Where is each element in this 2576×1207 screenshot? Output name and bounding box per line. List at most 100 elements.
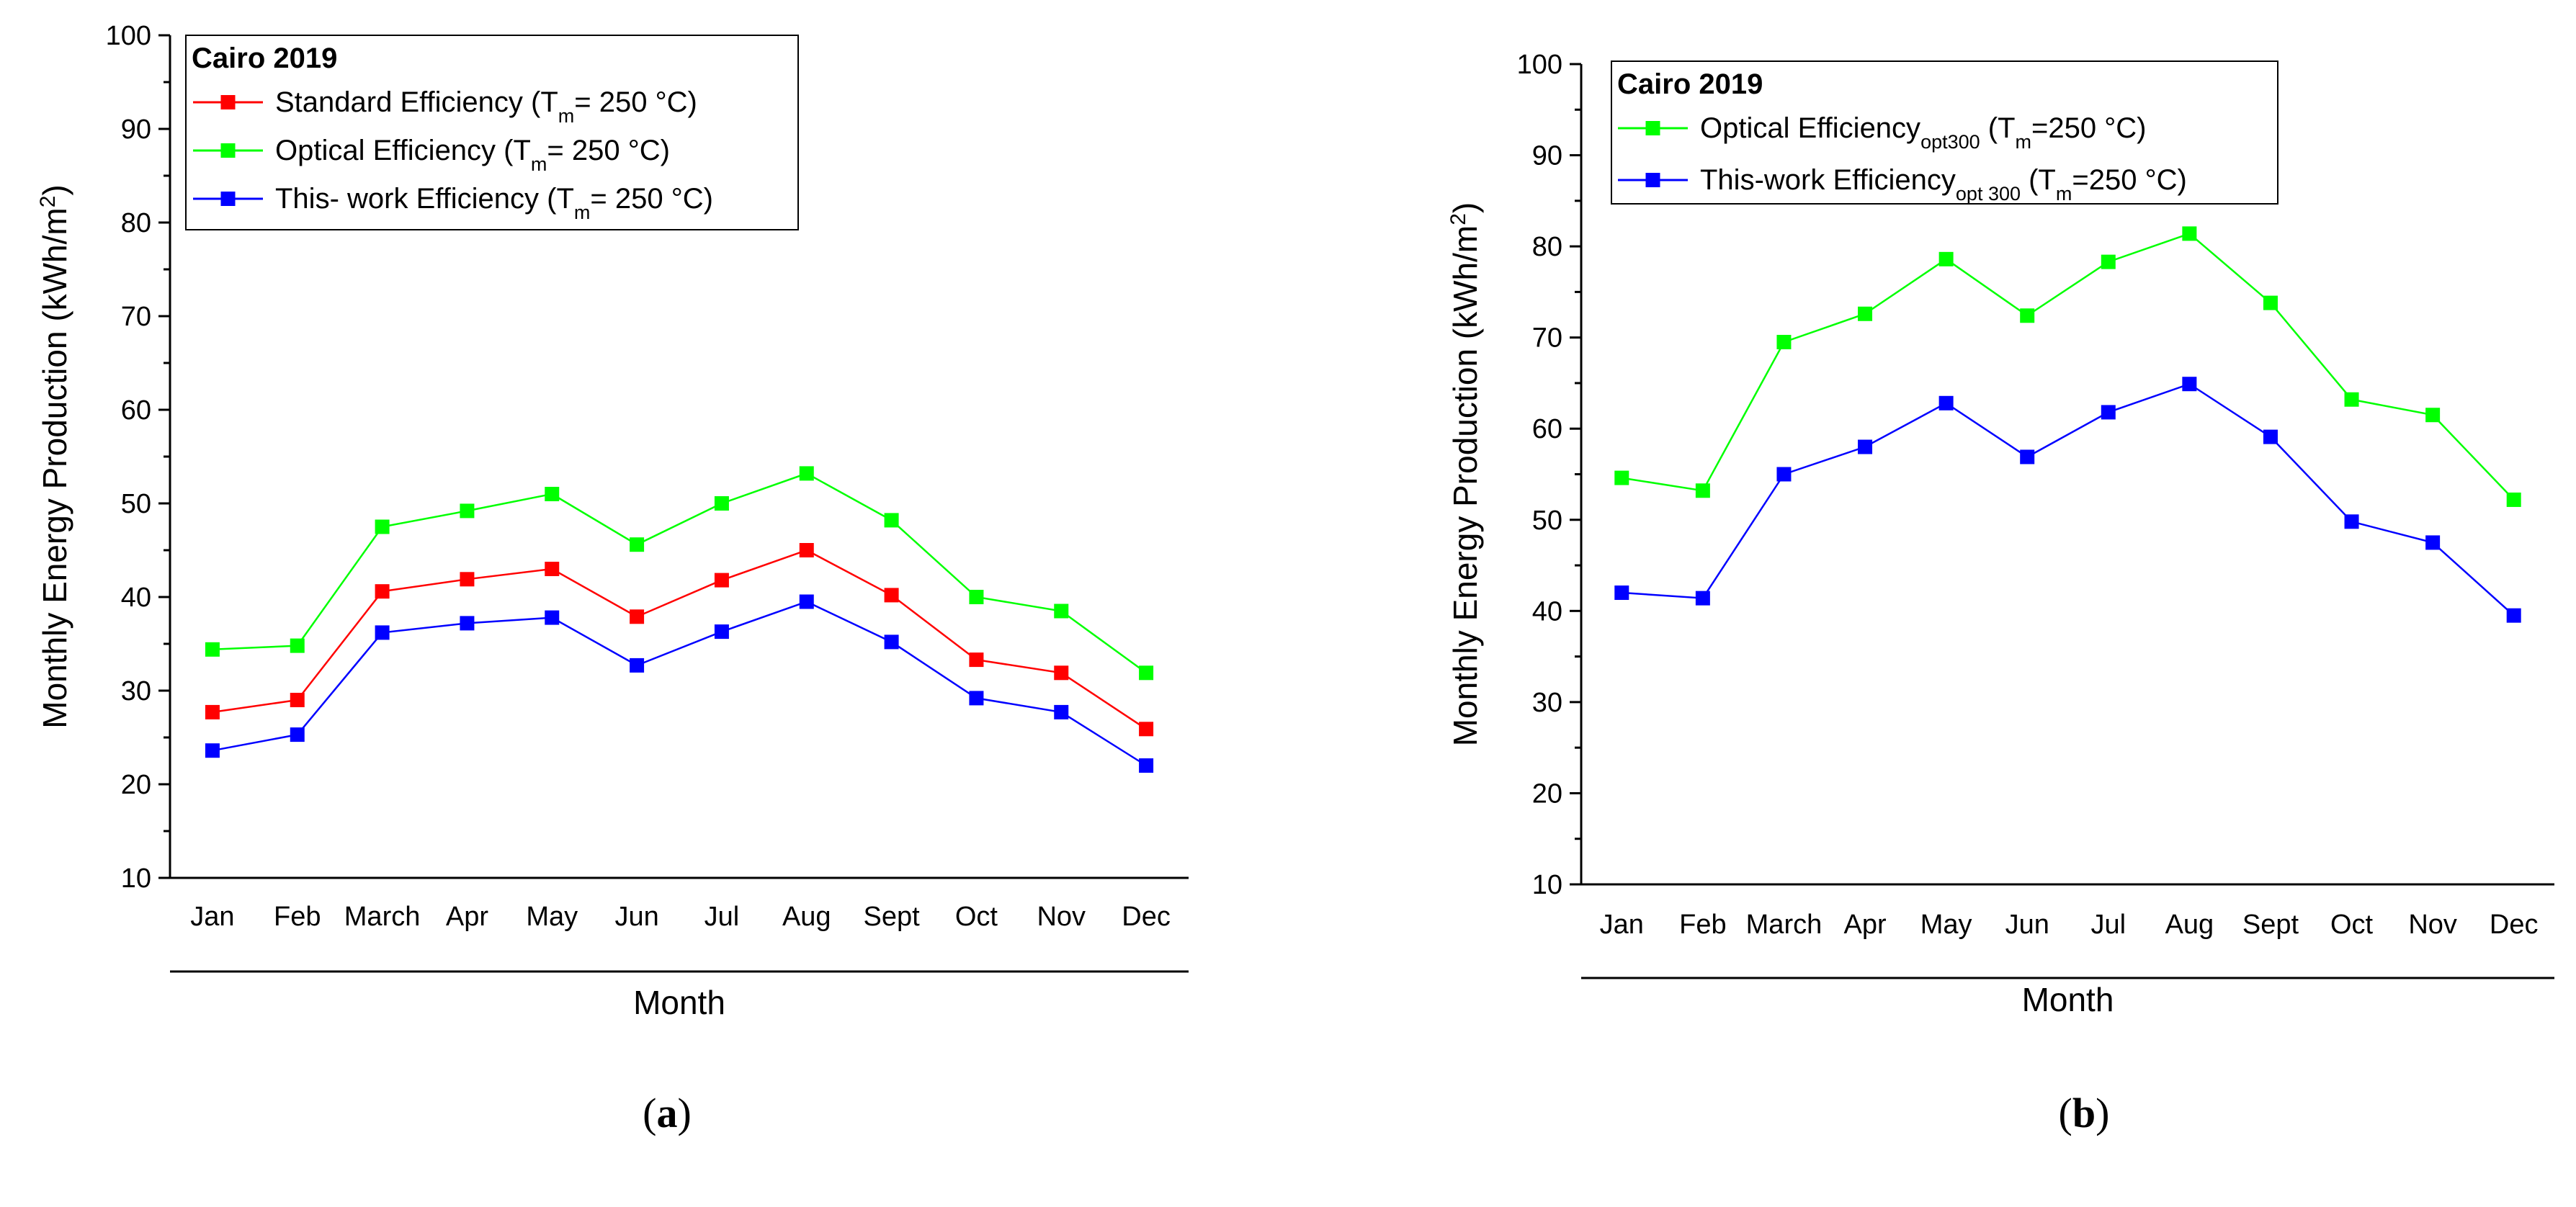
data-point	[1776, 467, 1792, 482]
data-point	[545, 610, 560, 625]
y-tick-label: 90	[121, 115, 151, 145]
chart-panel-a: 10 20 30 40 50 60 70 80 90 100 Jan Feb March Apr May Ju…	[36, 21, 1189, 1136]
legend-marker	[220, 143, 236, 158]
data-point	[714, 496, 729, 511]
data-point	[1858, 439, 1873, 454]
panel-caption: (b)	[2059, 1090, 2110, 1136]
data-point	[205, 642, 220, 657]
x-tick-label: March	[1746, 910, 1823, 940]
legend-box	[185, 35, 799, 230]
data-point	[1695, 591, 1710, 606]
y-tick-label: 60	[1532, 414, 1562, 444]
legend-label: Optical Efficiencyopt300 (Tm=250 °C)	[1700, 112, 2146, 153]
legend-marker	[220, 95, 236, 109]
y-tick-label: 30	[121, 676, 151, 706]
data-point	[2182, 377, 2197, 392]
legend-box	[1611, 60, 2278, 205]
data-point	[460, 572, 475, 587]
data-point	[884, 588, 899, 603]
x-axis-title: Month	[2022, 981, 2114, 1018]
x-tick-label: March	[344, 902, 421, 932]
y-tick-label: 50	[1532, 506, 1562, 536]
y-tick-label: 40	[1532, 596, 1562, 627]
y-tick-label: 50	[121, 489, 151, 519]
data-point	[2344, 392, 2359, 407]
y-tick-label: 10	[1532, 870, 1562, 900]
x-tick-label: Jun	[2005, 910, 2049, 940]
y-tick-label: 20	[1532, 779, 1562, 809]
data-point	[884, 634, 899, 650]
data-point	[1139, 722, 1154, 737]
x-tick-label: Jan	[190, 902, 234, 932]
y-tick-label: 80	[1532, 232, 1562, 262]
legend-label: Optical Efficiency (Tm= 250 °C)	[275, 135, 670, 175]
x-tick-label: Dec	[1122, 902, 1171, 932]
y-tick-label: 40	[121, 583, 151, 613]
y-tick-label: 60	[121, 395, 151, 426]
data-point	[205, 743, 220, 758]
data-point	[714, 573, 729, 588]
legend-label: This-work Efficiencyopt 300 (Tm=250 °C)	[1700, 164, 2187, 205]
data-point	[2020, 449, 2035, 465]
data-point	[630, 658, 645, 673]
chart-panel-b: 10 20 30 40 50 60 70 80 90 100 Jan Feb March Apr May Ju…	[1446, 50, 2554, 1136]
data-point	[290, 638, 305, 653]
data-point	[1695, 483, 1710, 498]
x-tick-label: Oct	[2330, 910, 2374, 940]
data-point	[375, 584, 390, 599]
x-tick-label: Nov	[1037, 902, 1086, 932]
x-axis-title: Month	[633, 984, 725, 1021]
y-axis-title: Monthly Energy Production (kWh/m2)	[1446, 202, 1485, 747]
data-point	[1054, 604, 1069, 619]
x-tick-label: Oct	[955, 902, 998, 932]
series-line-1	[212, 472, 1147, 674]
x-tick-label: Jul	[2091, 910, 2126, 940]
data-point	[2425, 535, 2441, 550]
legend-marker	[220, 192, 236, 206]
x-tick-label: Dec	[2490, 910, 2539, 940]
y-tick-label: 10	[121, 863, 151, 894]
data-point	[1139, 665, 1154, 681]
data-point	[969, 590, 984, 604]
data-point	[1054, 704, 1069, 719]
data-point	[1858, 306, 1873, 321]
x-tick-label: Jan	[1600, 910, 1644, 940]
x-tick-label: Sept	[863, 902, 920, 932]
data-point	[375, 519, 390, 534]
y-tick-label: 100	[1517, 50, 1562, 80]
data-point	[545, 562, 560, 576]
data-point	[1776, 334, 1792, 349]
x-tick-label: Feb	[274, 902, 321, 932]
legend-title: Cairo 2019	[192, 42, 337, 74]
data-point	[290, 693, 305, 707]
data-point	[2506, 492, 2521, 507]
data-point	[1139, 758, 1154, 773]
y-tick-label: 90	[1532, 141, 1562, 171]
series-line-0	[1622, 232, 2515, 501]
x-tick-label: May	[526, 902, 578, 932]
x-tick-label: May	[1920, 910, 1972, 940]
x-tick-label: Jul	[705, 902, 740, 932]
data-point	[969, 652, 984, 668]
data-point	[545, 487, 560, 501]
legend-label: This- work Efficiency (Tm= 250 °C)	[275, 183, 713, 223]
x-tick-label: Jun	[614, 902, 658, 932]
data-point	[714, 624, 729, 640]
series-line-1	[1622, 382, 2515, 616]
x-tick-label: Apr	[1843, 910, 1886, 940]
data-point	[1054, 665, 1069, 681]
x-tick-label: Feb	[1679, 910, 1726, 940]
y-tick-label: 100	[106, 21, 151, 51]
data-point	[290, 727, 305, 742]
data-point	[799, 543, 814, 557]
series-line-2	[212, 601, 1147, 767]
legend-title: Cairo 2019	[1617, 68, 1763, 100]
data-point	[375, 625, 390, 640]
y-axis-title: Monthly Energy Production (kWh/m2)	[36, 184, 74, 729]
data-point	[1938, 395, 1954, 410]
data-point	[884, 513, 899, 528]
data-point	[1614, 470, 1629, 485]
data-point	[2182, 226, 2197, 241]
legend-marker	[1645, 121, 1660, 135]
